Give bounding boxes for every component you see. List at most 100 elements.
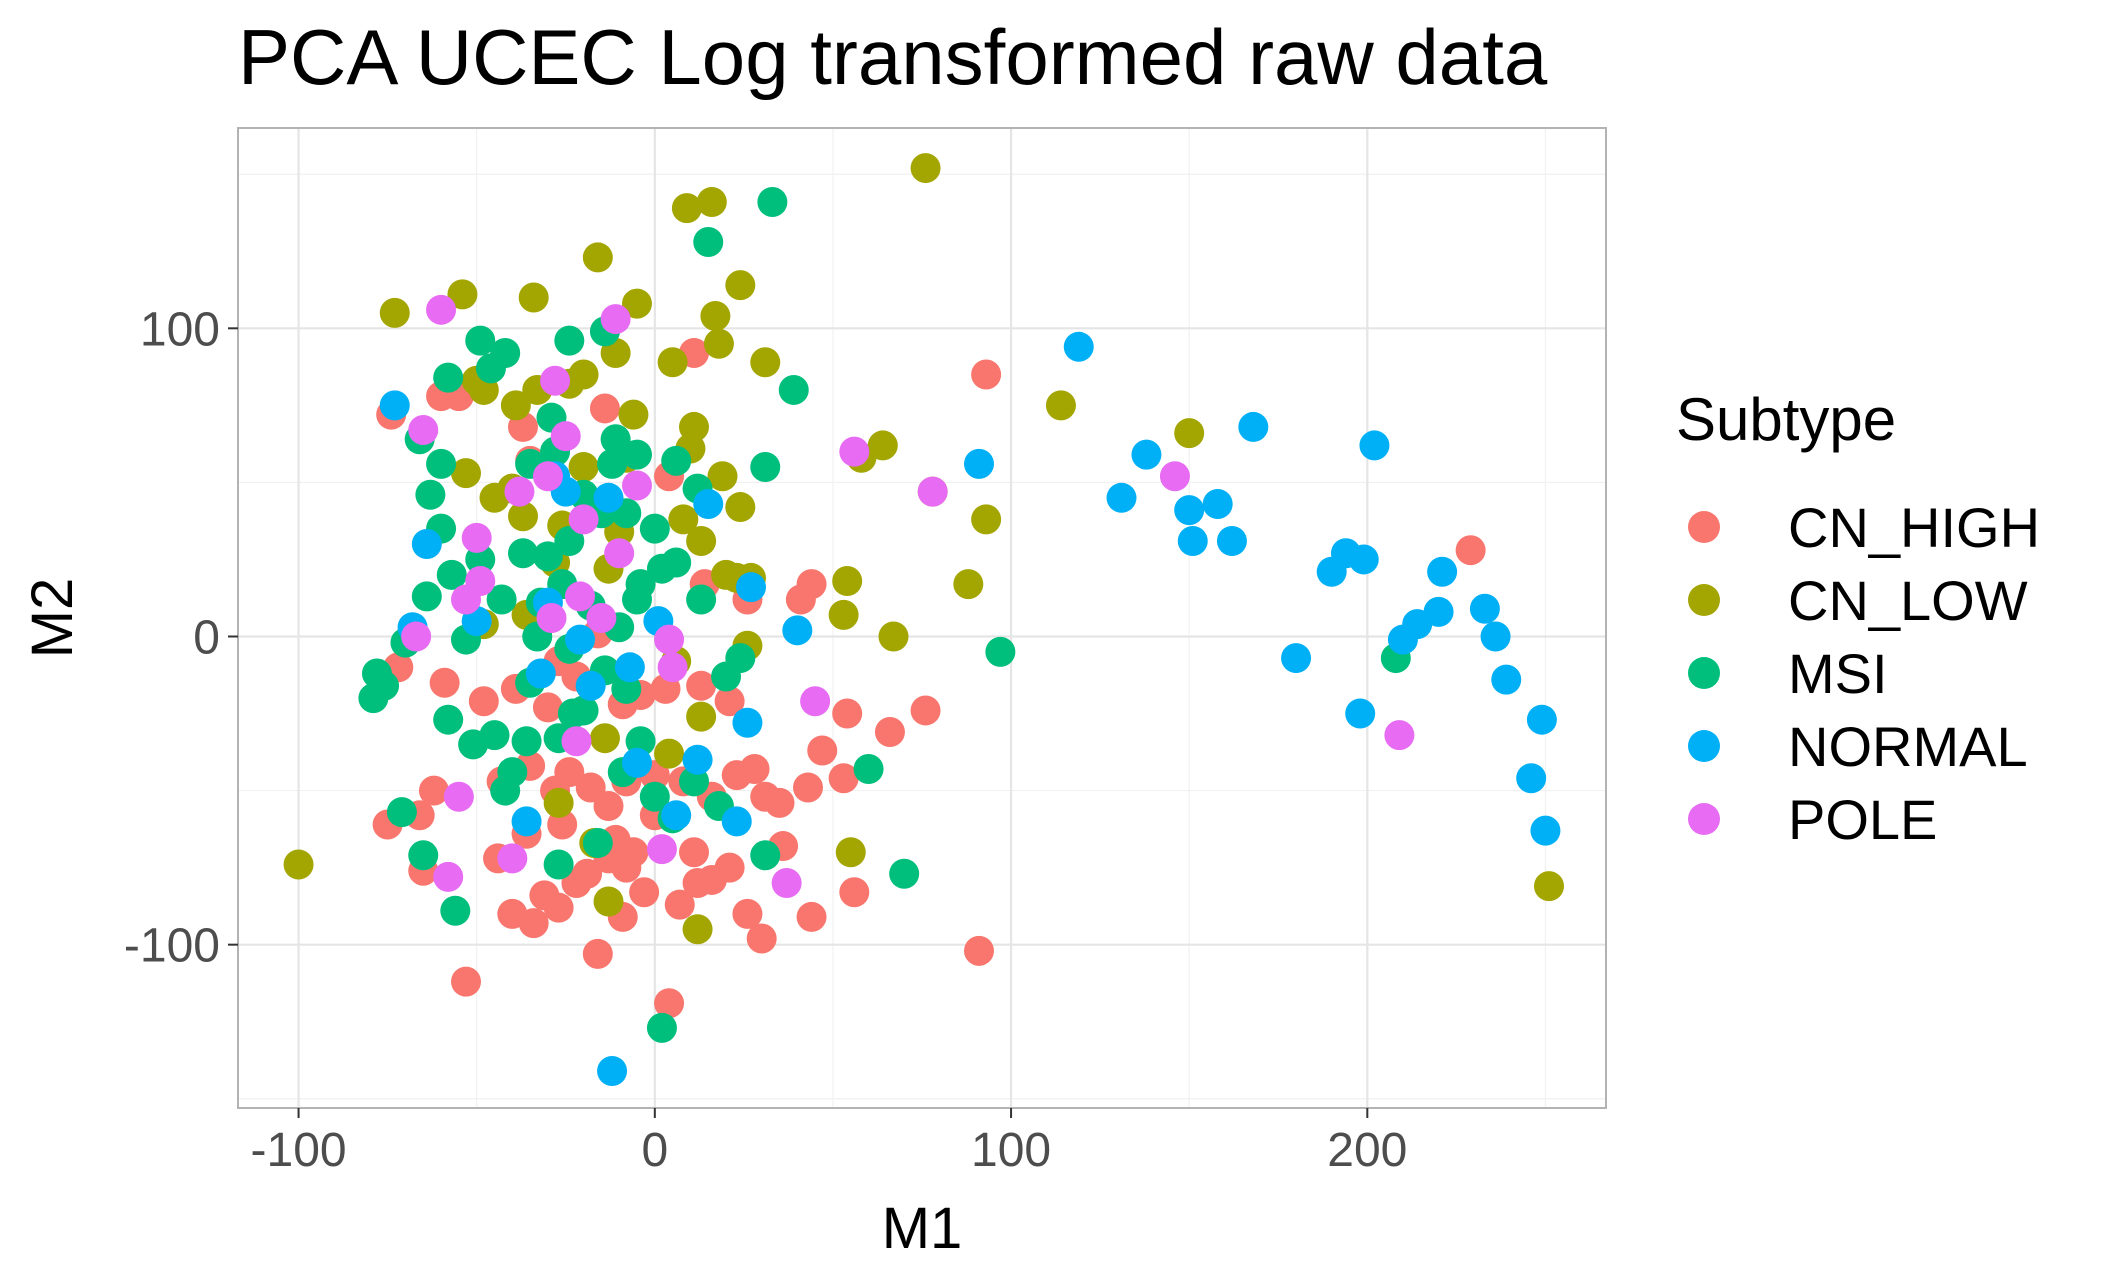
data-point [1534, 871, 1564, 902]
x-axis: -100 0 100 200 [251, 1108, 1407, 1177]
data-point [436, 559, 467, 590]
data-point [433, 861, 464, 892]
data-point [532, 541, 563, 572]
data-point [386, 797, 417, 828]
data-point [622, 584, 652, 615]
y-tick-label: -100 [124, 920, 220, 973]
data-point [1516, 763, 1547, 794]
data-point [910, 695, 941, 726]
data-point [575, 670, 606, 701]
data-point [518, 908, 549, 939]
data-point [1359, 430, 1390, 461]
chart-title: PCA UCEC Log transformed raw data [238, 13, 1548, 101]
data-point [543, 849, 574, 880]
data-point [639, 513, 670, 544]
data-point [703, 328, 734, 359]
data-point [618, 837, 649, 868]
data-point [782, 615, 813, 646]
data-point [1427, 556, 1458, 587]
data-point [622, 470, 652, 501]
legend-label: POLE [1788, 788, 1937, 851]
data-point [646, 1012, 677, 1043]
data-point [401, 621, 432, 652]
legend-label: CN_LOW [1788, 569, 2028, 632]
data-point [664, 889, 695, 920]
data-point [725, 270, 756, 301]
data-point [736, 572, 766, 603]
data-point [614, 652, 645, 683]
data-point [582, 827, 613, 858]
data-point [369, 670, 400, 701]
data-point [953, 569, 984, 600]
data-point [1348, 544, 1379, 575]
data-point [686, 584, 717, 615]
data-point [568, 451, 599, 482]
data-point [711, 661, 742, 692]
data-point [550, 421, 581, 452]
data-point [1469, 593, 1500, 624]
data-point [433, 704, 464, 735]
data-point [283, 849, 314, 880]
data-point [714, 852, 745, 883]
data-point [500, 390, 531, 421]
data-point [671, 193, 702, 224]
data-point [447, 279, 478, 310]
data-point [600, 424, 631, 455]
data-point [408, 840, 439, 871]
data-point [525, 658, 556, 689]
data-point [532, 692, 563, 723]
x-tick-label: 200 [1327, 1124, 1407, 1177]
data-point [589, 393, 620, 424]
data-point [418, 775, 449, 806]
data-point [910, 153, 941, 184]
data-point [568, 504, 599, 535]
y-tick-label: 0 [193, 611, 220, 664]
data-point [1063, 331, 1094, 362]
data-point [654, 624, 685, 655]
data-point [964, 935, 994, 966]
data-point [461, 522, 492, 553]
data-point [490, 775, 521, 806]
data-point [597, 448, 628, 479]
legend-label: MSI [1788, 642, 1888, 705]
data-point [443, 781, 474, 812]
data-point [465, 325, 496, 356]
panel-border [237, 127, 1607, 1109]
data-point [415, 479, 446, 510]
data-point [832, 698, 863, 729]
data-point [739, 754, 770, 785]
data-point [661, 800, 692, 831]
legend-key [1688, 730, 1720, 762]
data-point [839, 877, 870, 908]
data-point [565, 581, 595, 612]
data-point [714, 686, 745, 717]
data-point [497, 843, 528, 874]
series-pole [401, 294, 1415, 899]
legend-label: NORMAL [1788, 715, 2028, 778]
data-point [440, 895, 471, 926]
data-point [696, 186, 727, 217]
data-point [379, 297, 410, 328]
data-point [1530, 815, 1561, 846]
data-point [604, 538, 635, 569]
data-point [750, 840, 781, 871]
data-point [554, 525, 585, 556]
data-point [839, 436, 870, 467]
data-point [661, 445, 692, 476]
data-point [985, 636, 1016, 667]
data-point [1131, 439, 1162, 470]
series-normal [379, 331, 1561, 1087]
data-point [686, 701, 717, 732]
data-point [532, 461, 563, 492]
legend-key [1688, 657, 1720, 689]
x-tick-label: -100 [251, 1124, 347, 1177]
data-point [543, 892, 574, 923]
data-point [646, 553, 677, 584]
x-axis-title: M1 [882, 1196, 963, 1261]
data-point [536, 603, 567, 633]
data-point [622, 747, 652, 778]
x-tick-label: 100 [971, 1124, 1051, 1177]
data-point [1159, 461, 1190, 492]
data-point [707, 461, 738, 492]
data-point [479, 720, 510, 751]
